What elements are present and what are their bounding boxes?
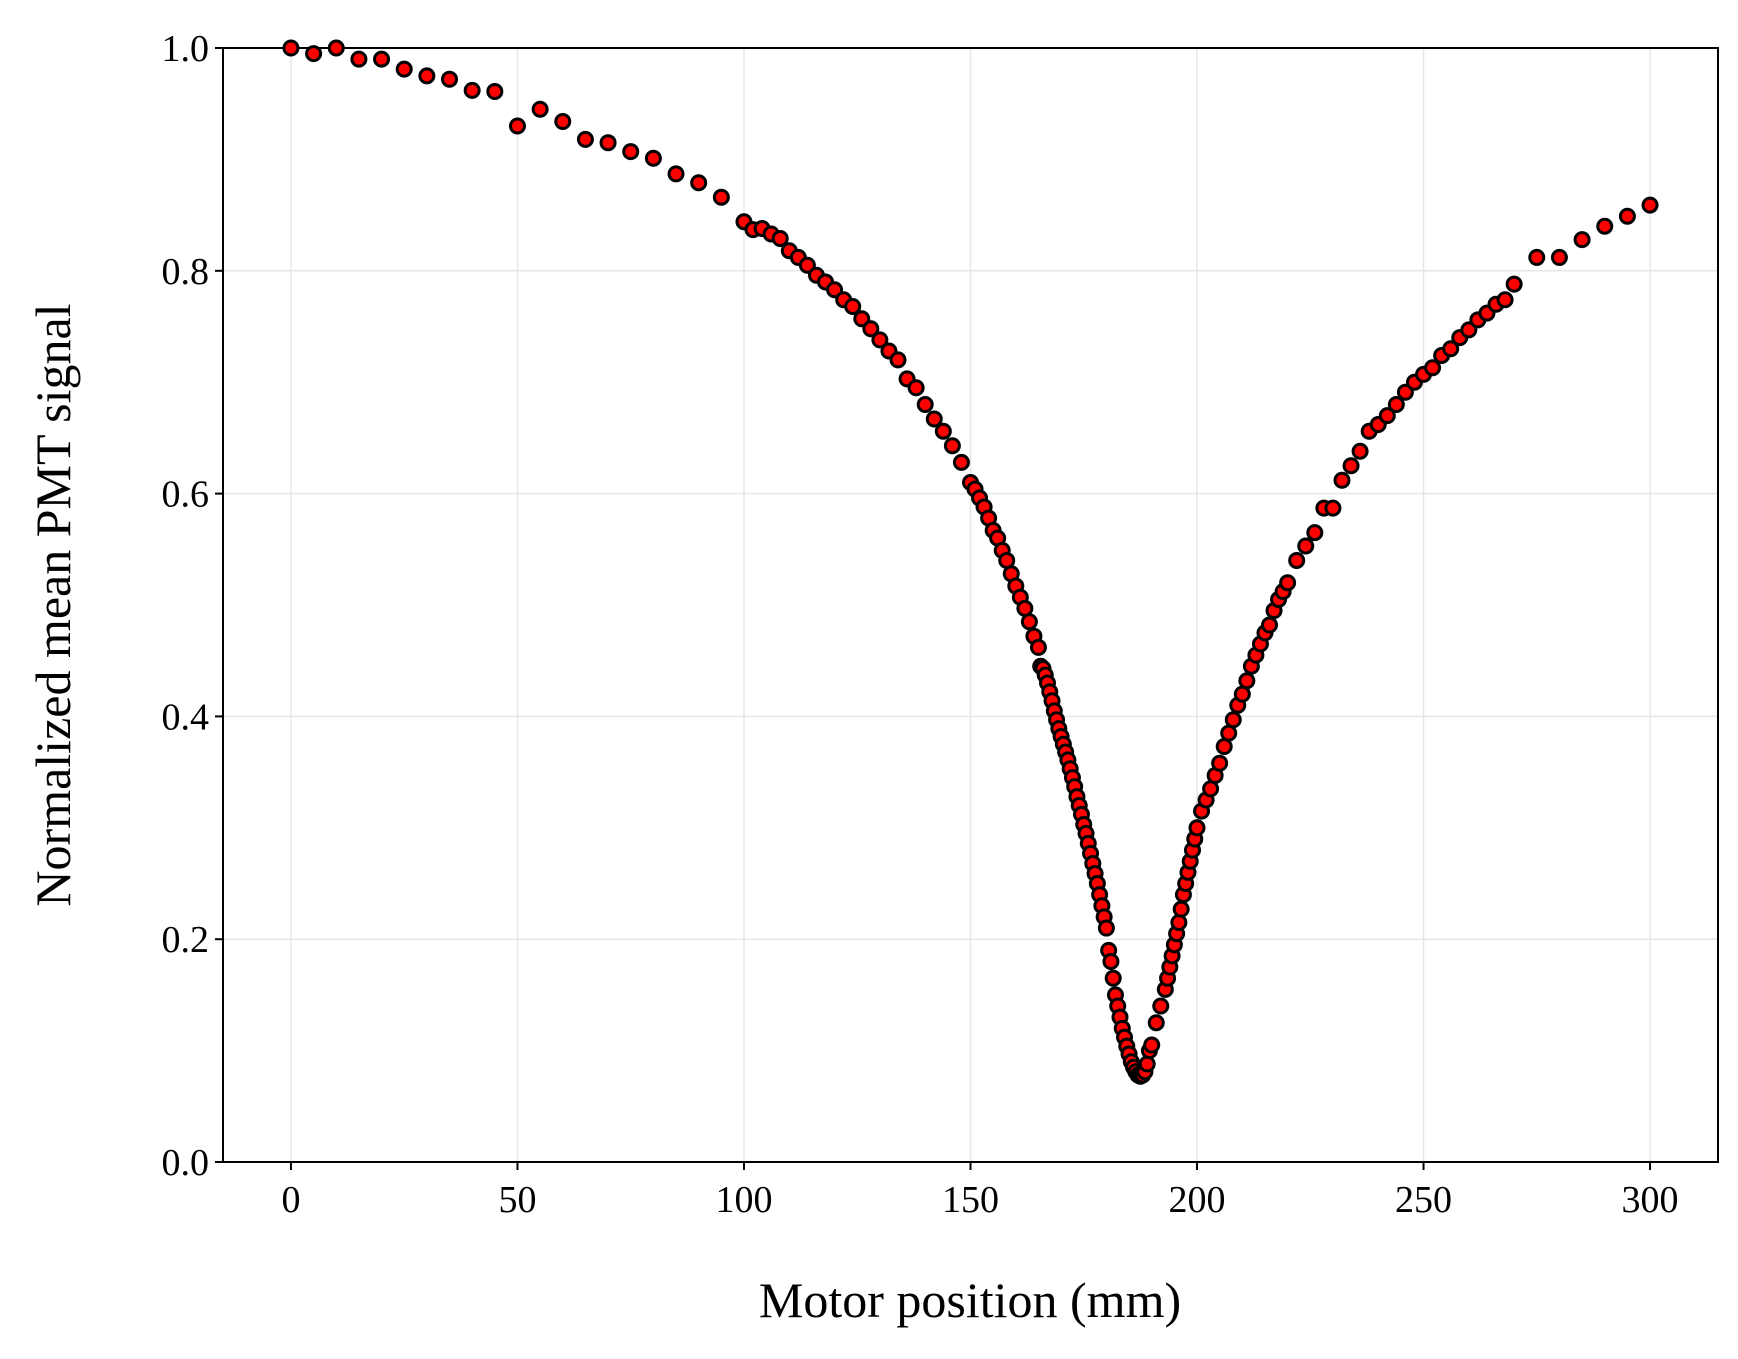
data-point: [1172, 900, 1190, 918]
y-tick-label: 0.8: [162, 251, 210, 293]
data-point: [1550, 248, 1568, 266]
data-point: [712, 188, 730, 206]
data-point: [907, 379, 925, 397]
data-point: [853, 310, 871, 328]
x-tick-label: 0: [281, 1179, 300, 1221]
data-point: [1224, 711, 1242, 729]
y-axis-label: Normalized mean PMT signal: [25, 303, 81, 906]
data-point: [1029, 638, 1047, 656]
data-point: [925, 410, 943, 428]
data-point: [327, 39, 345, 57]
data-point: [463, 81, 481, 99]
x-tick-label: 250: [1395, 1179, 1452, 1221]
y-tick-label: 0.0: [162, 1142, 210, 1184]
y-tick-label: 1.0: [162, 28, 210, 70]
data-point: [943, 437, 961, 455]
data-point: [1288, 551, 1306, 569]
data-point: [1351, 442, 1369, 460]
data-point: [1424, 359, 1442, 377]
x-tick-label: 300: [1622, 1179, 1679, 1221]
y-tick-label: 0.4: [162, 696, 210, 738]
data-point: [1641, 196, 1659, 214]
data-point: [1261, 616, 1278, 634]
data-point: [667, 165, 685, 183]
data-point: [1297, 537, 1315, 555]
data-point: [690, 174, 708, 192]
data-point: [862, 320, 880, 338]
plot-frame: [222, 47, 1719, 1163]
data-point: [1188, 819, 1206, 837]
data-point: [282, 39, 300, 57]
data-point: [1279, 574, 1297, 592]
data-point: [771, 229, 789, 247]
data-point: [1238, 672, 1256, 690]
data-point: [418, 67, 436, 85]
data-point: [1147, 1014, 1165, 1032]
data-point: [1143, 1036, 1161, 1054]
data-point: [1333, 471, 1351, 489]
x-tick-label: 100: [715, 1179, 772, 1221]
data-point: [1387, 395, 1405, 413]
data-point: [1442, 340, 1460, 358]
data-point: [373, 50, 391, 68]
data-point: [1460, 321, 1478, 339]
y-tick-label: 0.6: [162, 474, 210, 516]
data-point: [1342, 457, 1360, 475]
data-point: [1097, 919, 1115, 937]
data-point: [441, 70, 459, 88]
data-point: [1324, 499, 1342, 517]
data-point: [1528, 248, 1546, 266]
data-point: [508, 117, 526, 135]
data-point: [871, 331, 889, 349]
data-point: [1138, 1055, 1156, 1073]
x-tick-label: 200: [1169, 1179, 1226, 1221]
data-point: [350, 50, 368, 68]
data-point: [599, 134, 617, 152]
data-point: [1104, 969, 1122, 987]
data-point: [622, 143, 640, 161]
data-point: [1396, 383, 1414, 401]
data-point: [576, 130, 594, 148]
data-point: [1306, 524, 1324, 542]
data-point: [1211, 754, 1229, 772]
data-point: [1618, 207, 1636, 225]
data-point: [1102, 952, 1120, 970]
data-point: [1378, 407, 1396, 425]
x-tick-label: 150: [942, 1179, 999, 1221]
data-point: [889, 351, 907, 369]
data-point: [395, 60, 413, 78]
data-point: [486, 82, 504, 100]
data-point: [305, 45, 323, 63]
data-point: [916, 395, 934, 413]
data-point: [554, 113, 572, 131]
data-point: [934, 422, 952, 440]
data-point: [1505, 275, 1523, 293]
data-point: [1496, 291, 1514, 309]
data-point: [644, 149, 662, 167]
data-point: [844, 297, 862, 315]
y-tick-label: 0.2: [162, 919, 210, 961]
data-point: [1020, 613, 1038, 631]
data-point: [826, 281, 844, 299]
data-point: [1596, 217, 1614, 235]
x-tick-label: 50: [498, 1179, 536, 1221]
data-point: [1170, 913, 1188, 931]
data-point: [531, 100, 549, 118]
data-point: [1152, 997, 1170, 1015]
data-point: [798, 256, 816, 274]
x-axis-label: Motor position (mm): [759, 1272, 1181, 1328]
data-point: [1573, 231, 1591, 249]
data-point: [952, 453, 970, 471]
